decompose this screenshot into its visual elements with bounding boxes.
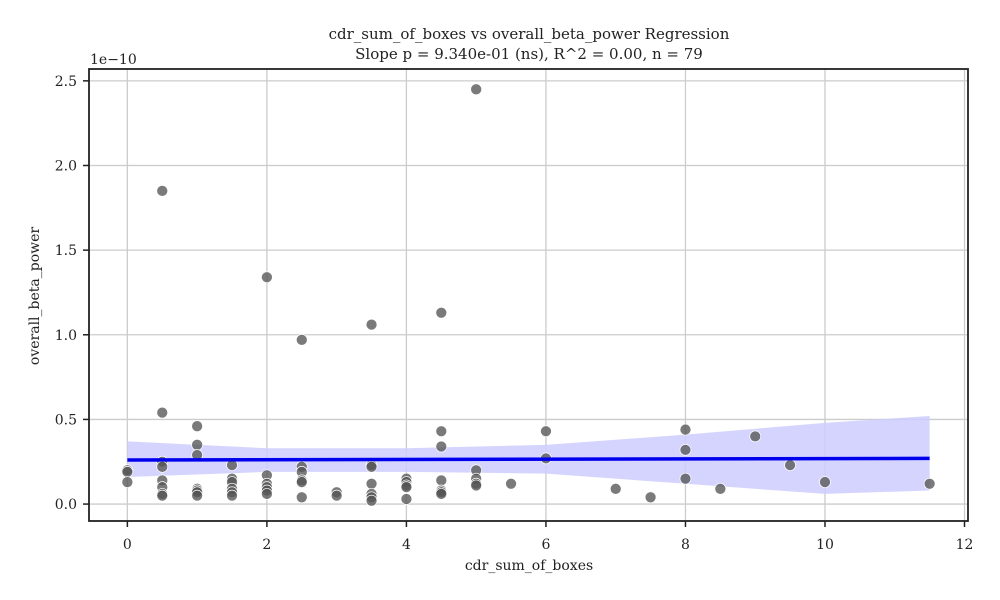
data-point [400, 481, 413, 493]
x-tick-label: 6 [541, 537, 550, 553]
data-point [191, 420, 203, 433]
data-point [261, 488, 273, 500]
y-tick-label: 0.0 [55, 497, 77, 513]
regression-line [127, 456, 930, 462]
y-tick-label: 1.5 [55, 243, 77, 259]
data-point [365, 494, 378, 507]
data-point [295, 476, 308, 488]
x-tick-label: 0 [123, 537, 132, 553]
data-point [330, 489, 343, 502]
data-point [156, 185, 169, 197]
data-point [365, 460, 378, 473]
x-axis-label: cdr_sum_of_boxes [465, 558, 593, 574]
data-point [295, 334, 308, 346]
grid [89, 69, 968, 521]
confidence-band [127, 416, 930, 494]
data-point [295, 491, 308, 504]
regression-line-layer [127, 456, 930, 462]
data-point [365, 477, 378, 490]
y-axis-offset-label: 1e−10 [90, 52, 137, 68]
data-point [435, 440, 448, 453]
data-point [435, 474, 448, 487]
y-axis-label: overall_beta_power [27, 227, 43, 365]
data-point [156, 460, 169, 473]
data-point [226, 489, 238, 502]
data-point [121, 466, 134, 478]
data-point [156, 489, 169, 502]
data-point [156, 406, 169, 419]
data-point [365, 318, 378, 331]
plot-frame [88, 68, 969, 522]
data-point [435, 425, 448, 438]
data-point [470, 83, 483, 96]
data-point [435, 488, 448, 500]
data-point [191, 489, 203, 502]
x-tick-label: 10 [816, 537, 834, 553]
x-tick-label: 2 [262, 537, 271, 553]
data-point [679, 472, 692, 485]
data-point [540, 425, 552, 438]
data-point [749, 430, 762, 443]
confidence-band-layer [127, 416, 930, 494]
data-point [191, 438, 203, 451]
axes [83, 68, 969, 527]
data-point [121, 476, 134, 488]
x-tick-label: 8 [681, 537, 690, 553]
y-tick-label: 2.0 [55, 158, 77, 174]
data-point [435, 306, 448, 319]
data-point [609, 482, 622, 495]
data-point [261, 271, 273, 284]
chart-title: cdr_sum_of_boxes vs overall_beta_power R… [329, 25, 730, 43]
x-tick-label: 4 [402, 537, 411, 553]
tick-labels: 0 2 4 6 8 10 12 0.0 0.5 1.0 1.5 2.0 2.5 [55, 74, 974, 553]
data-point [784, 459, 796, 471]
data-point [923, 477, 936, 490]
y-tick-label: 0.5 [55, 412, 77, 428]
data-point [505, 477, 517, 490]
y-tick-label: 1.0 [55, 328, 77, 344]
data-point [470, 479, 483, 492]
y-tick-label: 2.5 [55, 74, 77, 90]
data-point [714, 482, 727, 495]
data-point [679, 423, 692, 436]
data-point [644, 491, 657, 504]
x-tick-label: 12 [956, 537, 974, 553]
data-point [679, 444, 692, 456]
scatter-points [121, 83, 936, 507]
data-point [819, 476, 831, 488]
chart-subtitle: Slope p = 9.340e-01 (ns), R^2 = 0.00, n … [355, 45, 703, 63]
data-point [400, 493, 413, 505]
